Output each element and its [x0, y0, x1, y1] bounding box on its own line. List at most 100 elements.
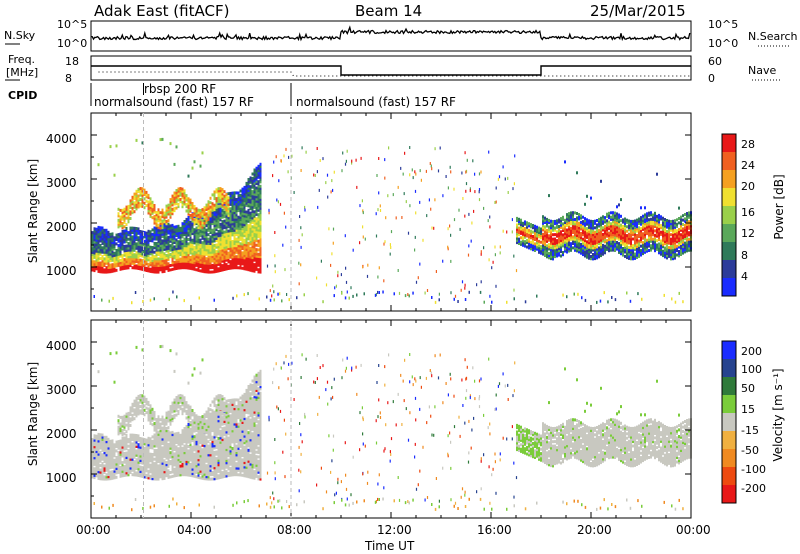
power-cell: [231, 231, 234, 235]
velocity-cell: [117, 428, 120, 431]
velocity-cell: [245, 459, 248, 463]
power-cell: [227, 264, 230, 268]
power-cell: [167, 255, 170, 259]
velocity-cell: [221, 422, 224, 426]
velocity-cell: [247, 411, 250, 415]
velocity-cell: [209, 427, 212, 430]
power-cell: [131, 211, 134, 215]
power-cell: [211, 208, 214, 212]
velocity-cell: [99, 457, 102, 461]
power-cell: [185, 205, 188, 209]
power-cell: [161, 243, 164, 247]
velocity-cell: [227, 420, 230, 424]
power-cell: [253, 234, 256, 238]
velocity-cell: [257, 404, 260, 408]
power-cell: [201, 214, 204, 218]
velocity-cell: [247, 457, 250, 461]
velocity-cell: [201, 454, 204, 458]
power-cell: [107, 246, 110, 250]
power-cell: [245, 195, 248, 199]
power-cell: [157, 208, 160, 212]
power-cell: [259, 176, 262, 179]
velocity-cell: [133, 412, 136, 416]
velocity-cell: [251, 416, 254, 420]
power-cell: [99, 239, 102, 243]
velocity-cell: [191, 434, 194, 438]
power-cell: [127, 246, 130, 250]
power-cell: [161, 250, 164, 254]
power-cell: [185, 226, 188, 230]
power-cell: [199, 256, 202, 260]
power-cell: [259, 217, 262, 221]
velocity-cell: [109, 470, 112, 474]
power-cell: [127, 242, 130, 246]
velocity-cell: [233, 407, 236, 411]
velocity-cell: [187, 458, 190, 462]
power-cell: [127, 255, 130, 259]
power-cell: [231, 215, 234, 219]
power-cell: [199, 269, 202, 273]
power-cell: [257, 182, 260, 186]
power-cell: [239, 251, 242, 255]
power-cell: [183, 242, 186, 245]
velocity-cell: [253, 445, 256, 449]
velocity-cell: [145, 400, 148, 404]
power-cell: [105, 257, 108, 261]
velocity-cell: [259, 416, 262, 419]
power-cell: [231, 209, 234, 213]
power-cell: [205, 205, 208, 209]
velocity-cell: [241, 465, 244, 468]
velocity-cell: [237, 457, 240, 461]
power-cell: [127, 237, 130, 241]
power-cell: [149, 256, 152, 260]
velocity-cell: [129, 460, 132, 463]
velocity-cell: [143, 462, 146, 466]
velocity-cell: [249, 453, 252, 457]
velocity-cell: [177, 409, 180, 413]
velocity-cell: [199, 476, 202, 480]
power-cell: [115, 264, 118, 268]
power-cell: [201, 236, 204, 240]
power-cell: [217, 245, 220, 249]
velocity-cell: [125, 445, 128, 448]
power-cell: [159, 235, 162, 239]
power-cell: [109, 265, 112, 269]
power-cell: [169, 211, 172, 215]
power-cell: [123, 231, 126, 235]
power-cell: [229, 251, 232, 255]
power-cell: [121, 211, 124, 214]
velocity-cell: [127, 471, 130, 475]
velocity-cell: [217, 447, 220, 451]
velocity-cell: [223, 444, 226, 448]
velocity-cell: [245, 441, 248, 445]
velocity-cell: [109, 464, 112, 467]
velocity-cell: [155, 442, 158, 446]
power-cell: [121, 224, 124, 228]
power-cell: [253, 221, 256, 225]
power-cell: [123, 214, 126, 218]
velocity-cell: [183, 444, 186, 448]
power-cell: [199, 265, 202, 268]
velocity-cell: [221, 438, 224, 442]
power-cell: [249, 251, 252, 255]
power-cell: [203, 228, 206, 232]
power-cell: [93, 233, 96, 237]
velocity-cell: [257, 371, 260, 375]
power-cell: [253, 252, 256, 256]
velocity-cell: [235, 431, 238, 435]
velocity-cell: [97, 437, 100, 441]
power-cell: [239, 196, 242, 200]
velocity-cell: [255, 468, 258, 472]
velocity-cell: [127, 418, 130, 422]
power-cell: [249, 213, 252, 217]
velocity-cell: [243, 441, 246, 445]
velocity-cell: [175, 441, 178, 444]
velocity-cell: [243, 423, 246, 427]
power-cell: [103, 270, 106, 274]
power-cell: [193, 205, 196, 208]
power-cell: [185, 261, 188, 265]
velocity-cell: [225, 461, 228, 465]
power-cell: [243, 262, 246, 266]
power-cell: [111, 241, 114, 245]
velocity-cell: [229, 451, 232, 455]
